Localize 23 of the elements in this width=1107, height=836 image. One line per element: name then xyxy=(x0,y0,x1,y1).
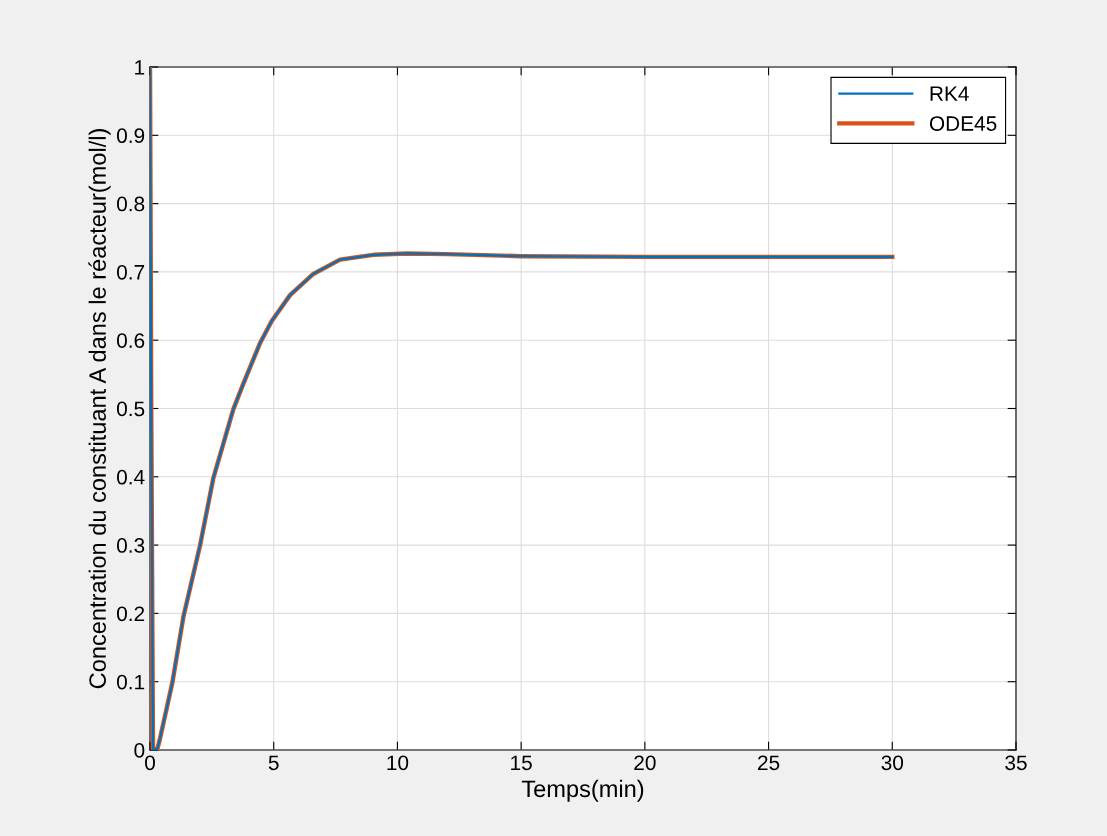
y-tick-label: 0.7 xyxy=(116,264,145,280)
y-tick-label: 0 xyxy=(134,743,145,758)
x-tick-label: 10 xyxy=(387,755,409,771)
y-tick-label: 0.1 xyxy=(116,674,145,690)
y-tick-label: 0.4 xyxy=(116,469,145,485)
x-tick-label: 5 xyxy=(268,755,279,771)
y-tick-label: 0.6 xyxy=(116,333,145,348)
legend-label: RK4 xyxy=(930,86,969,101)
legend-label: ODE45 xyxy=(929,116,997,131)
y-tick-label: 1 xyxy=(135,60,145,75)
x-axis-title: Temps(min) xyxy=(521,779,644,802)
y-tick-label: 0.9 xyxy=(116,128,145,144)
x-tick-label: 30 xyxy=(881,755,904,771)
y-axis-title: Concentration du constituant A dans le réacteur(mol/l) xyxy=(88,129,111,689)
x-tick-label: 0 xyxy=(145,755,155,771)
y-tick-label: 0.3 xyxy=(116,538,145,553)
x-tick-label: 15 xyxy=(511,755,532,771)
y-tick-label: 0.2 xyxy=(116,606,145,622)
x-tick-label: 35 xyxy=(1005,755,1027,771)
y-tick-label: 0.8 xyxy=(116,196,145,212)
x-tick-label: 20 xyxy=(634,755,656,771)
y-tick-label: 0.5 xyxy=(116,401,145,417)
x-tick-label: 25 xyxy=(758,755,780,771)
